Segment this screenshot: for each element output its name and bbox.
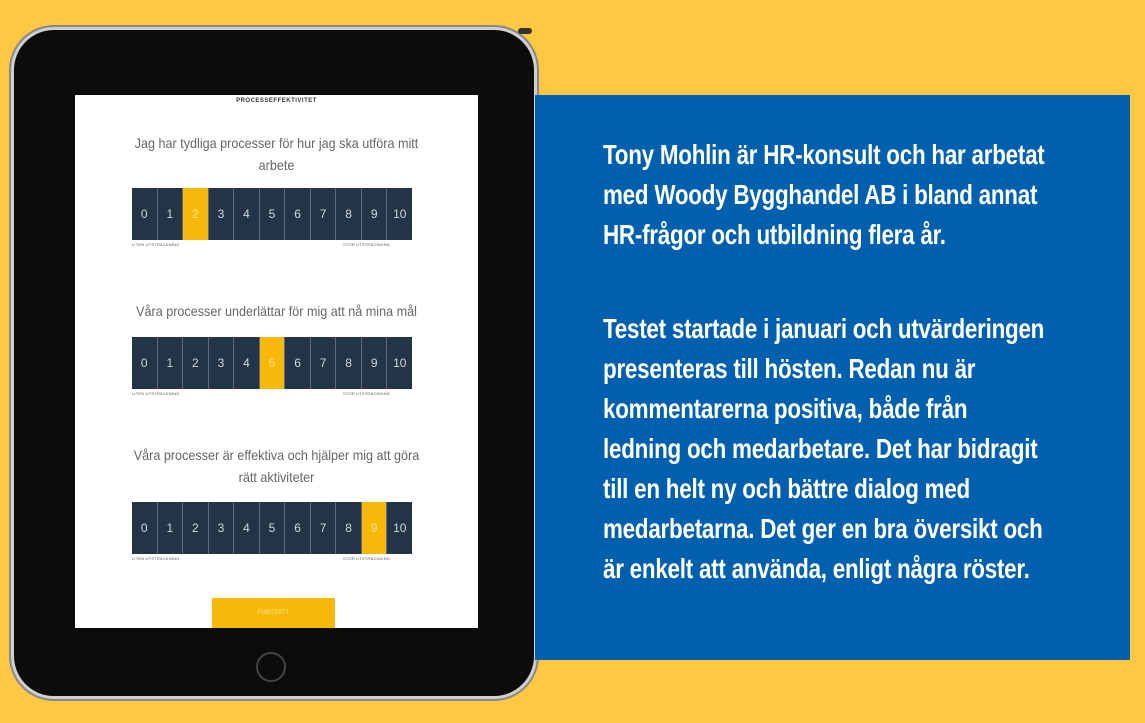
rating-option-6[interactable]: 6 (285, 337, 311, 389)
high-label: STOR UTSTRÄCKNING (343, 242, 391, 247)
rating-scale-3: 0 1 2 3 4 5 6 7 8 9 10 (132, 502, 412, 554)
question-text: Våra processer underlättar för mig att n… (136, 303, 417, 319)
panel-text-line: är enkelt att använda, enligt några röst… (603, 553, 1030, 584)
rating-option-0[interactable]: 0 (132, 337, 158, 389)
question-text: rätt aktiviteter (238, 469, 315, 485)
high-label: STOR UTSTRÄCKNING (343, 556, 391, 561)
rating-option-3[interactable]: 3 (209, 188, 235, 240)
question-2: Våra processer underlättar för mig att n… (113, 300, 440, 322)
panel-text-line: ledning och medarbetare. Det har bidragi… (603, 433, 1038, 464)
panel-text-line: presenteras till hösten. Redan nu är (603, 353, 976, 384)
panel-text-line: Tony Mohlin är HR-konsult och har arbeta… (603, 139, 1045, 170)
rating-option-5[interactable]: 5 (259, 337, 286, 389)
rating-option-5[interactable]: 5 (260, 188, 286, 240)
rating-option-7[interactable]: 7 (311, 188, 337, 240)
home-button[interactable] (256, 652, 286, 682)
rating-option-6[interactable]: 6 (285, 502, 311, 554)
survey-screen: PROCESSEFFEKTIVITET Jag har tydliga proc… (75, 95, 478, 628)
rating-option-3[interactable]: 3 (209, 337, 235, 389)
panel-text-line: kommentarerna positiva, både från (603, 393, 968, 424)
rating-option-7[interactable]: 7 (311, 502, 337, 554)
rating-option-5[interactable]: 5 (260, 502, 286, 554)
rating-option-2[interactable]: 2 (183, 188, 209, 240)
rating-option-10[interactable]: 10 (393, 207, 407, 221)
low-label: LITEN UTSTRÄCKNING (132, 556, 180, 561)
rating-option-9[interactable]: 9 (361, 502, 388, 554)
rating-option-2[interactable]: 2 (183, 502, 209, 554)
rating-option-1[interactable]: 1 (158, 337, 184, 389)
info-panel: Tony Mohlin är HR-konsult och har arbeta… (535, 95, 1130, 660)
panel-text-line: medarbetarna. Det ger en bra översikt oc… (603, 513, 1043, 544)
rating-option-2[interactable]: 2 (183, 337, 209, 389)
rating-option-4[interactable]: 4 (234, 188, 260, 240)
tablet-camera (518, 28, 532, 34)
question-text: arbete (258, 157, 295, 173)
rating-option-8[interactable]: 8 (336, 188, 362, 240)
rating-option-10[interactable]: 10 (393, 356, 407, 370)
rating-option-10[interactable]: 10 (393, 521, 407, 535)
rating-option-4[interactable]: 4 (234, 337, 260, 389)
rating-option-1[interactable]: 1 (158, 188, 184, 240)
rating-option-0[interactable]: 0 (132, 502, 158, 554)
rating-option-9[interactable]: 9 (362, 337, 388, 389)
rating-option-6[interactable]: 6 (285, 188, 311, 240)
question-3: Våra processer är effektiva och hjälper … (113, 444, 440, 488)
panel-text-line: med Woody Bygghandel AB i bland annat (603, 179, 1038, 210)
continue-button[interactable]: FORTSÄTT (212, 598, 335, 628)
rating-scale-2: 0 1 2 3 4 5 6 7 8 9 10 (132, 337, 412, 389)
panel-text-line: till en helt ny och bättre dialog med (603, 473, 970, 504)
rating-option-4[interactable]: 4 (234, 502, 260, 554)
question-text: Jag har tydliga processer för hur jag sk… (134, 135, 419, 151)
low-label: LITEN UTSTRÄCKNING (132, 242, 180, 247)
rating-option-7[interactable]: 7 (311, 337, 337, 389)
panel-text-line: Testet startade i januari och utvärderin… (603, 313, 1045, 344)
rating-option-3[interactable]: 3 (209, 502, 235, 554)
rating-option-1[interactable]: 1 (158, 502, 184, 554)
rating-option-9[interactable]: 9 (362, 188, 388, 240)
question-text: Våra processer är effektiva och hjälper … (133, 447, 420, 463)
rating-scale-1: 0 1 2 3 4 5 6 7 8 9 10 (132, 188, 412, 240)
high-label: STOR UTSTRÄCKNING (343, 391, 391, 396)
rating-option-0[interactable]: 0 (132, 188, 158, 240)
survey-header: PROCESSEFFEKTIVITET (236, 98, 317, 104)
question-1: Jag har tydliga processer för hur jag sk… (113, 132, 440, 176)
panel-text-line: HR-frågor och utbildning flera år. (603, 219, 946, 250)
rating-option-8[interactable]: 8 (336, 337, 362, 389)
rating-option-8[interactable]: 8 (336, 502, 362, 554)
low-label: LITEN UTSTRÄCKNING (132, 391, 180, 396)
